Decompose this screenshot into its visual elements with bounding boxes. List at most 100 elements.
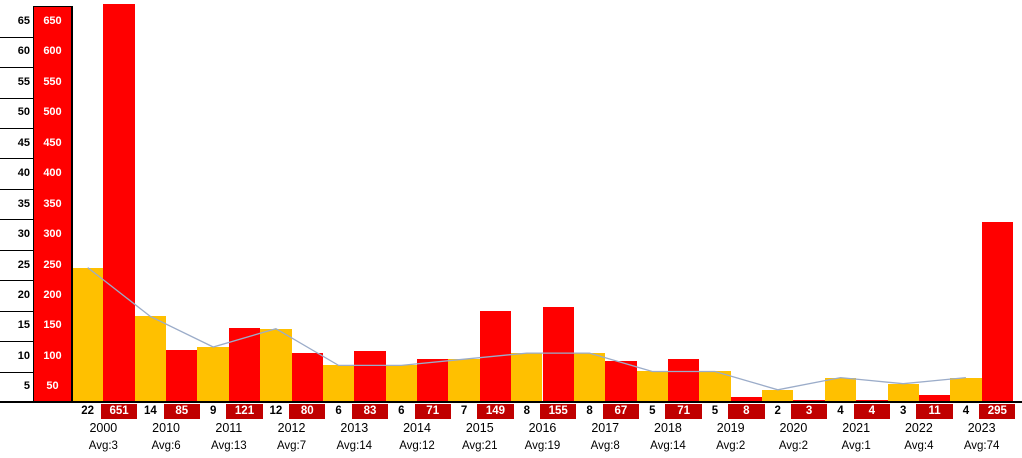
bar-total-2018 [667,358,700,402]
total-value-label: 85 [163,403,200,419]
total-value-label: 121 [226,403,263,419]
year-label: 2012 [277,420,306,435]
bar-total-2022 [918,395,951,402]
black-axis-tick-label: 45 [17,136,30,149]
bar-count-2018 [636,371,668,402]
year-label: 2019 [716,420,745,435]
bar-total-2012 [291,353,323,402]
bar-count-2017 [573,353,606,402]
black-axis-tick-label: 60 [17,45,30,58]
bar-total-2010 [166,350,198,402]
total-value-label: 3 [790,403,828,419]
bar-count-2022 [887,383,919,402]
year-label: 2015 [465,420,494,435]
black-axis-tick-label: 10 [17,349,30,362]
red-axis-tick-label: 600 [43,45,62,58]
count-value-label: 6 [335,404,342,417]
year-label: 2013 [340,420,369,435]
black-axis-tick-label: 15 [17,319,30,332]
year-label: 2017 [591,420,620,435]
bar-total-2014 [417,358,449,402]
bar-count-2023 [950,377,982,402]
count-value-label: 9 [209,404,217,417]
black-axis-tick-label: 55 [17,75,30,88]
total-value-label: 149 [477,403,514,419]
count-value-label: 12 [269,404,283,417]
total-value-label: 71 [665,403,702,419]
avg-label: Avg:2 [778,439,809,452]
bar-count-2000 [72,267,104,402]
black-axis-tick-label: 50 [17,106,30,119]
year-label: 2011 [215,420,243,435]
avg-label: Avg:2 [716,439,746,452]
bar-total-2013 [354,351,386,402]
year-label: 2021 [842,420,871,435]
total-value-label: 651 [100,403,138,419]
year-label: 2023 [967,420,996,435]
count-value-label: 8 [523,404,530,417]
avg-label: Avg:7 [276,439,307,452]
red-axis-tick-label: 350 [43,197,62,210]
black-axis-tick-label: 35 [17,197,30,210]
count-value-label: 5 [711,404,719,417]
avg-label: Avg:14 [650,439,686,452]
avg-label: Avg:19 [524,439,561,452]
year-label: 2022 [904,420,933,435]
red-axis-tick-label: 250 [43,258,62,271]
total-value-label: 11 [916,403,953,419]
black-axis-tick-label: 5 [23,380,30,393]
year-label: 2000 [89,420,118,435]
avg-label: Avg:74 [963,439,1000,452]
avg-label: Avg:12 [399,439,435,452]
red-axis-tick-label: 300 [43,228,62,241]
avg-label: Avg:4 [904,439,934,452]
avg-label: Avg:13 [211,439,247,452]
y-axis-line [71,6,73,402]
count-value-label: 14 [144,404,157,417]
red-axis-tick-label: 550 [43,75,62,88]
black-axis-tick-label: 65 [17,15,30,28]
total-value-label: 71 [414,403,451,419]
red-axis-tick-label: 650 [43,15,62,28]
avg-label: Avg:1 [841,439,871,452]
black-axis-tick-label: 40 [17,167,30,180]
count-value-label: 7 [460,404,468,417]
bar-count-2013 [322,365,355,402]
bar-count-2015 [448,359,480,402]
year-label: 2010 [152,420,180,435]
total-value-label: 8 [728,403,765,419]
bar-count-2020 [762,389,794,402]
avg-label: Avg:21 [461,439,498,452]
avg-label: Avg:14 [336,439,373,452]
count-value-label: 3 [899,404,907,417]
total-value-label: 67 [602,403,640,419]
total-value-label: 295 [979,403,1016,419]
red-axis-tick-label: 200 [43,288,62,301]
red-axis-tick-label: 400 [43,167,62,180]
avg-label: Avg:8 [590,439,620,452]
bar-count-2010 [134,316,167,402]
red-axis-tick-label: 500 [43,106,62,119]
count-value-label: 2 [774,404,781,417]
year-label: 2020 [779,420,808,435]
bar-count-2016 [511,353,543,402]
count-value-label: 8 [586,404,593,417]
avg-label: Avg:3 [88,439,118,452]
total-value-label: 83 [351,403,389,419]
total-value-label: 155 [540,403,577,419]
bar-count-2012 [260,328,292,402]
count-value-label: 6 [398,404,405,417]
bar-total-2019 [730,397,763,402]
bar-count-2019 [699,371,731,402]
x-axis-line [0,400,1022,403]
total-value-label: 4 [853,403,891,419]
black-axis-tick-label: 30 [17,228,30,241]
bar-count-2014 [385,365,418,402]
year-label: 2014 [403,420,431,435]
count-value-label: 22 [81,404,95,417]
bar-total-2000 [103,4,135,402]
bar-count-2011 [197,347,229,402]
bar-total-2017 [605,361,637,402]
